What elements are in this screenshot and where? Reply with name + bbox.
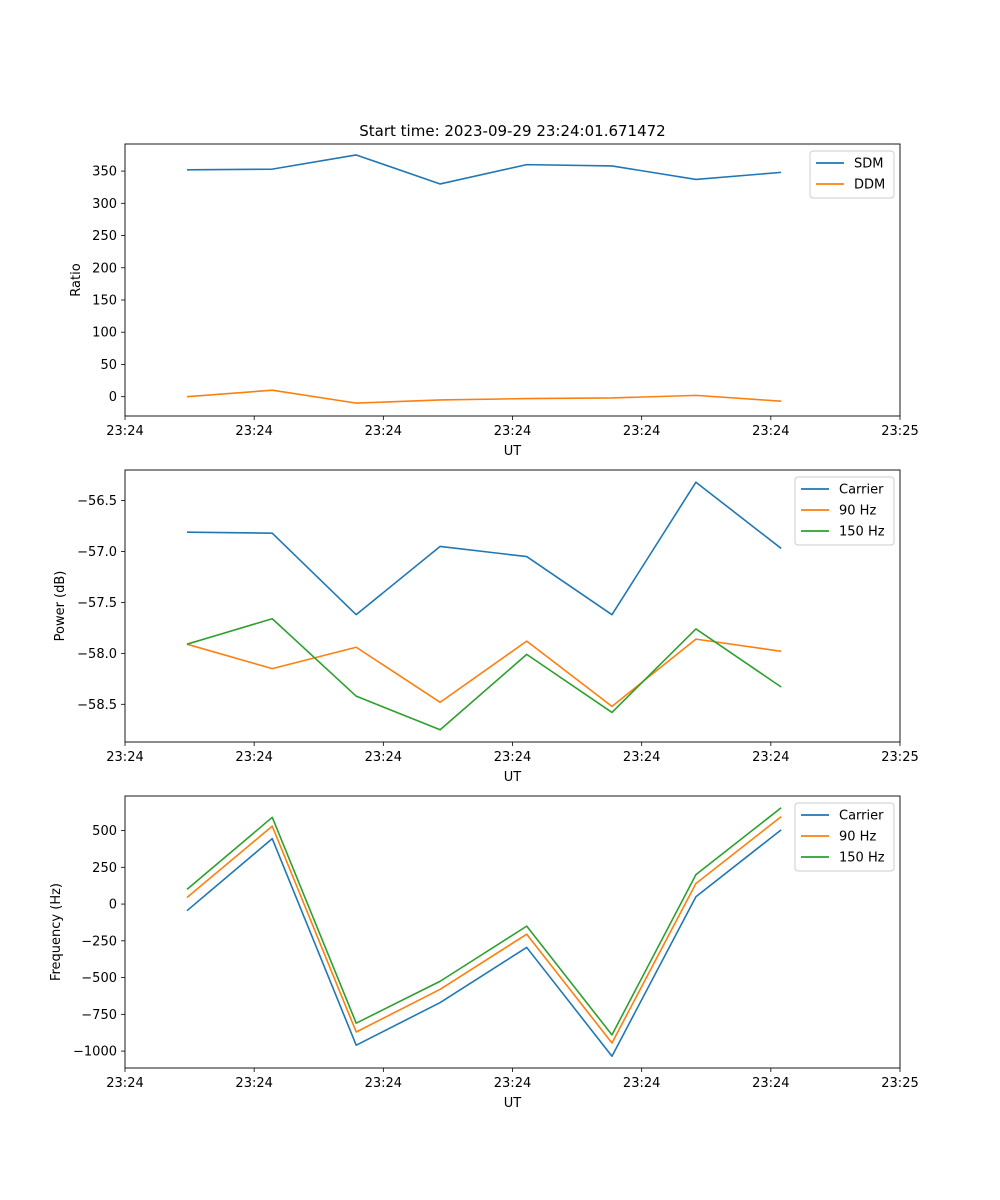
x-tick-label: 23:24 xyxy=(494,1076,531,1091)
legend-label-carrier: Carrier xyxy=(839,809,884,824)
x-axis-label: UT xyxy=(504,444,522,459)
series-line-ddm xyxy=(186,389,782,404)
x-tick-label: 23:24 xyxy=(494,750,531,765)
y-tick-label: 50 xyxy=(100,358,117,373)
x-tick-label: 23:24 xyxy=(235,1076,272,1091)
x-tick-label: 23:24 xyxy=(235,750,272,765)
y-tick-label: −58.0 xyxy=(77,647,117,662)
y-tick-label: 200 xyxy=(92,261,117,276)
x-tick-label: 23:25 xyxy=(881,750,918,765)
y-tick-label: 500 xyxy=(92,824,117,839)
series-line-sdm xyxy=(186,154,782,185)
figure-title: Start time: 2023-09-29 23:24:01.671472 xyxy=(359,122,665,140)
y-tick-label: 250 xyxy=(92,229,117,244)
legend-box xyxy=(794,476,895,546)
x-tick-label: 23:24 xyxy=(494,424,531,439)
y-tick-label: 100 xyxy=(92,326,117,341)
series-line-carrier xyxy=(186,829,782,1058)
axes-frame xyxy=(124,143,901,417)
chart-ratio: 23:24 23:24 23:24 23:24 23:24 23:24 23:25 0 50 10… xyxy=(69,143,919,459)
legend-label-ddm: DDM xyxy=(854,178,885,193)
x-axis-label: UT xyxy=(504,770,522,785)
y-tick-label: 350 xyxy=(92,165,117,180)
series-line-90-hz xyxy=(186,815,782,1044)
legend-label-sdm: SDM xyxy=(854,157,883,172)
y-tick-label: 250 xyxy=(92,861,117,876)
y-tick-label: −57.5 xyxy=(77,596,117,611)
x-tick-label: 23:24 xyxy=(365,424,402,439)
x-tick-label: 23:25 xyxy=(881,424,918,439)
y-tick-label: 300 xyxy=(92,197,117,212)
legend-label-150-hz: 150 Hz xyxy=(839,851,885,866)
x-axis-label: UT xyxy=(504,1096,522,1111)
y-axis-label: Power (dB) xyxy=(53,571,68,642)
x-tick-label: 23:24 xyxy=(623,1076,660,1091)
y-axis-label: Frequency (Hz) xyxy=(49,883,64,981)
y-tick-label: −58.5 xyxy=(77,698,117,713)
chart-power: 23:24 23:24 23:24 23:24 23:24 23:24 23:25 −58.5… xyxy=(53,469,919,785)
series-line-150-hz xyxy=(186,617,782,731)
x-tick-label: 23:24 xyxy=(623,750,660,765)
series-line-150-hz xyxy=(186,807,782,1036)
axes-frame xyxy=(124,469,901,743)
x-tick-label: 23:24 xyxy=(106,1076,143,1091)
x-tick-label: 23:24 xyxy=(752,424,789,439)
legend-label-90-hz: 90 Hz xyxy=(839,830,876,845)
y-tick-label: −750 xyxy=(81,1008,117,1023)
x-tick-label: 23:24 xyxy=(365,750,402,765)
chart-frequency: 23:24 23:24 23:24 23:24 23:24 23:24 23:25 −1000… xyxy=(49,795,919,1111)
x-tick-label: 23:24 xyxy=(752,1076,789,1091)
legend-label-90-hz: 90 Hz xyxy=(839,504,876,519)
axes-frame xyxy=(124,795,901,1069)
y-tick-label: −250 xyxy=(81,934,117,949)
y-tick-label: −56.5 xyxy=(77,494,117,509)
x-tick-label: 23:24 xyxy=(365,1076,402,1091)
y-tick-label: −1000 xyxy=(73,1045,117,1060)
x-tick-label: 23:24 xyxy=(235,424,272,439)
legend-label-150-hz: 150 Hz xyxy=(839,525,885,540)
x-tick-label: 23:24 xyxy=(623,424,660,439)
y-tick-label: 0 xyxy=(109,390,117,405)
y-tick-label: 150 xyxy=(92,293,117,308)
x-tick-label: 23:24 xyxy=(752,750,789,765)
legend-label-carrier: Carrier xyxy=(839,483,884,498)
y-tick-label: −57.0 xyxy=(77,545,117,560)
series-line-carrier xyxy=(186,481,782,616)
x-tick-label: 23:24 xyxy=(106,750,143,765)
x-tick-label: 23:25 xyxy=(881,1076,918,1091)
x-tick-label: 23:24 xyxy=(106,424,143,439)
y-tick-label: 0 xyxy=(109,898,117,913)
y-tick-label: −500 xyxy=(81,971,117,986)
series-line-90-hz xyxy=(186,638,782,708)
legend-box xyxy=(794,802,895,872)
y-axis-label: Ratio xyxy=(69,263,84,296)
